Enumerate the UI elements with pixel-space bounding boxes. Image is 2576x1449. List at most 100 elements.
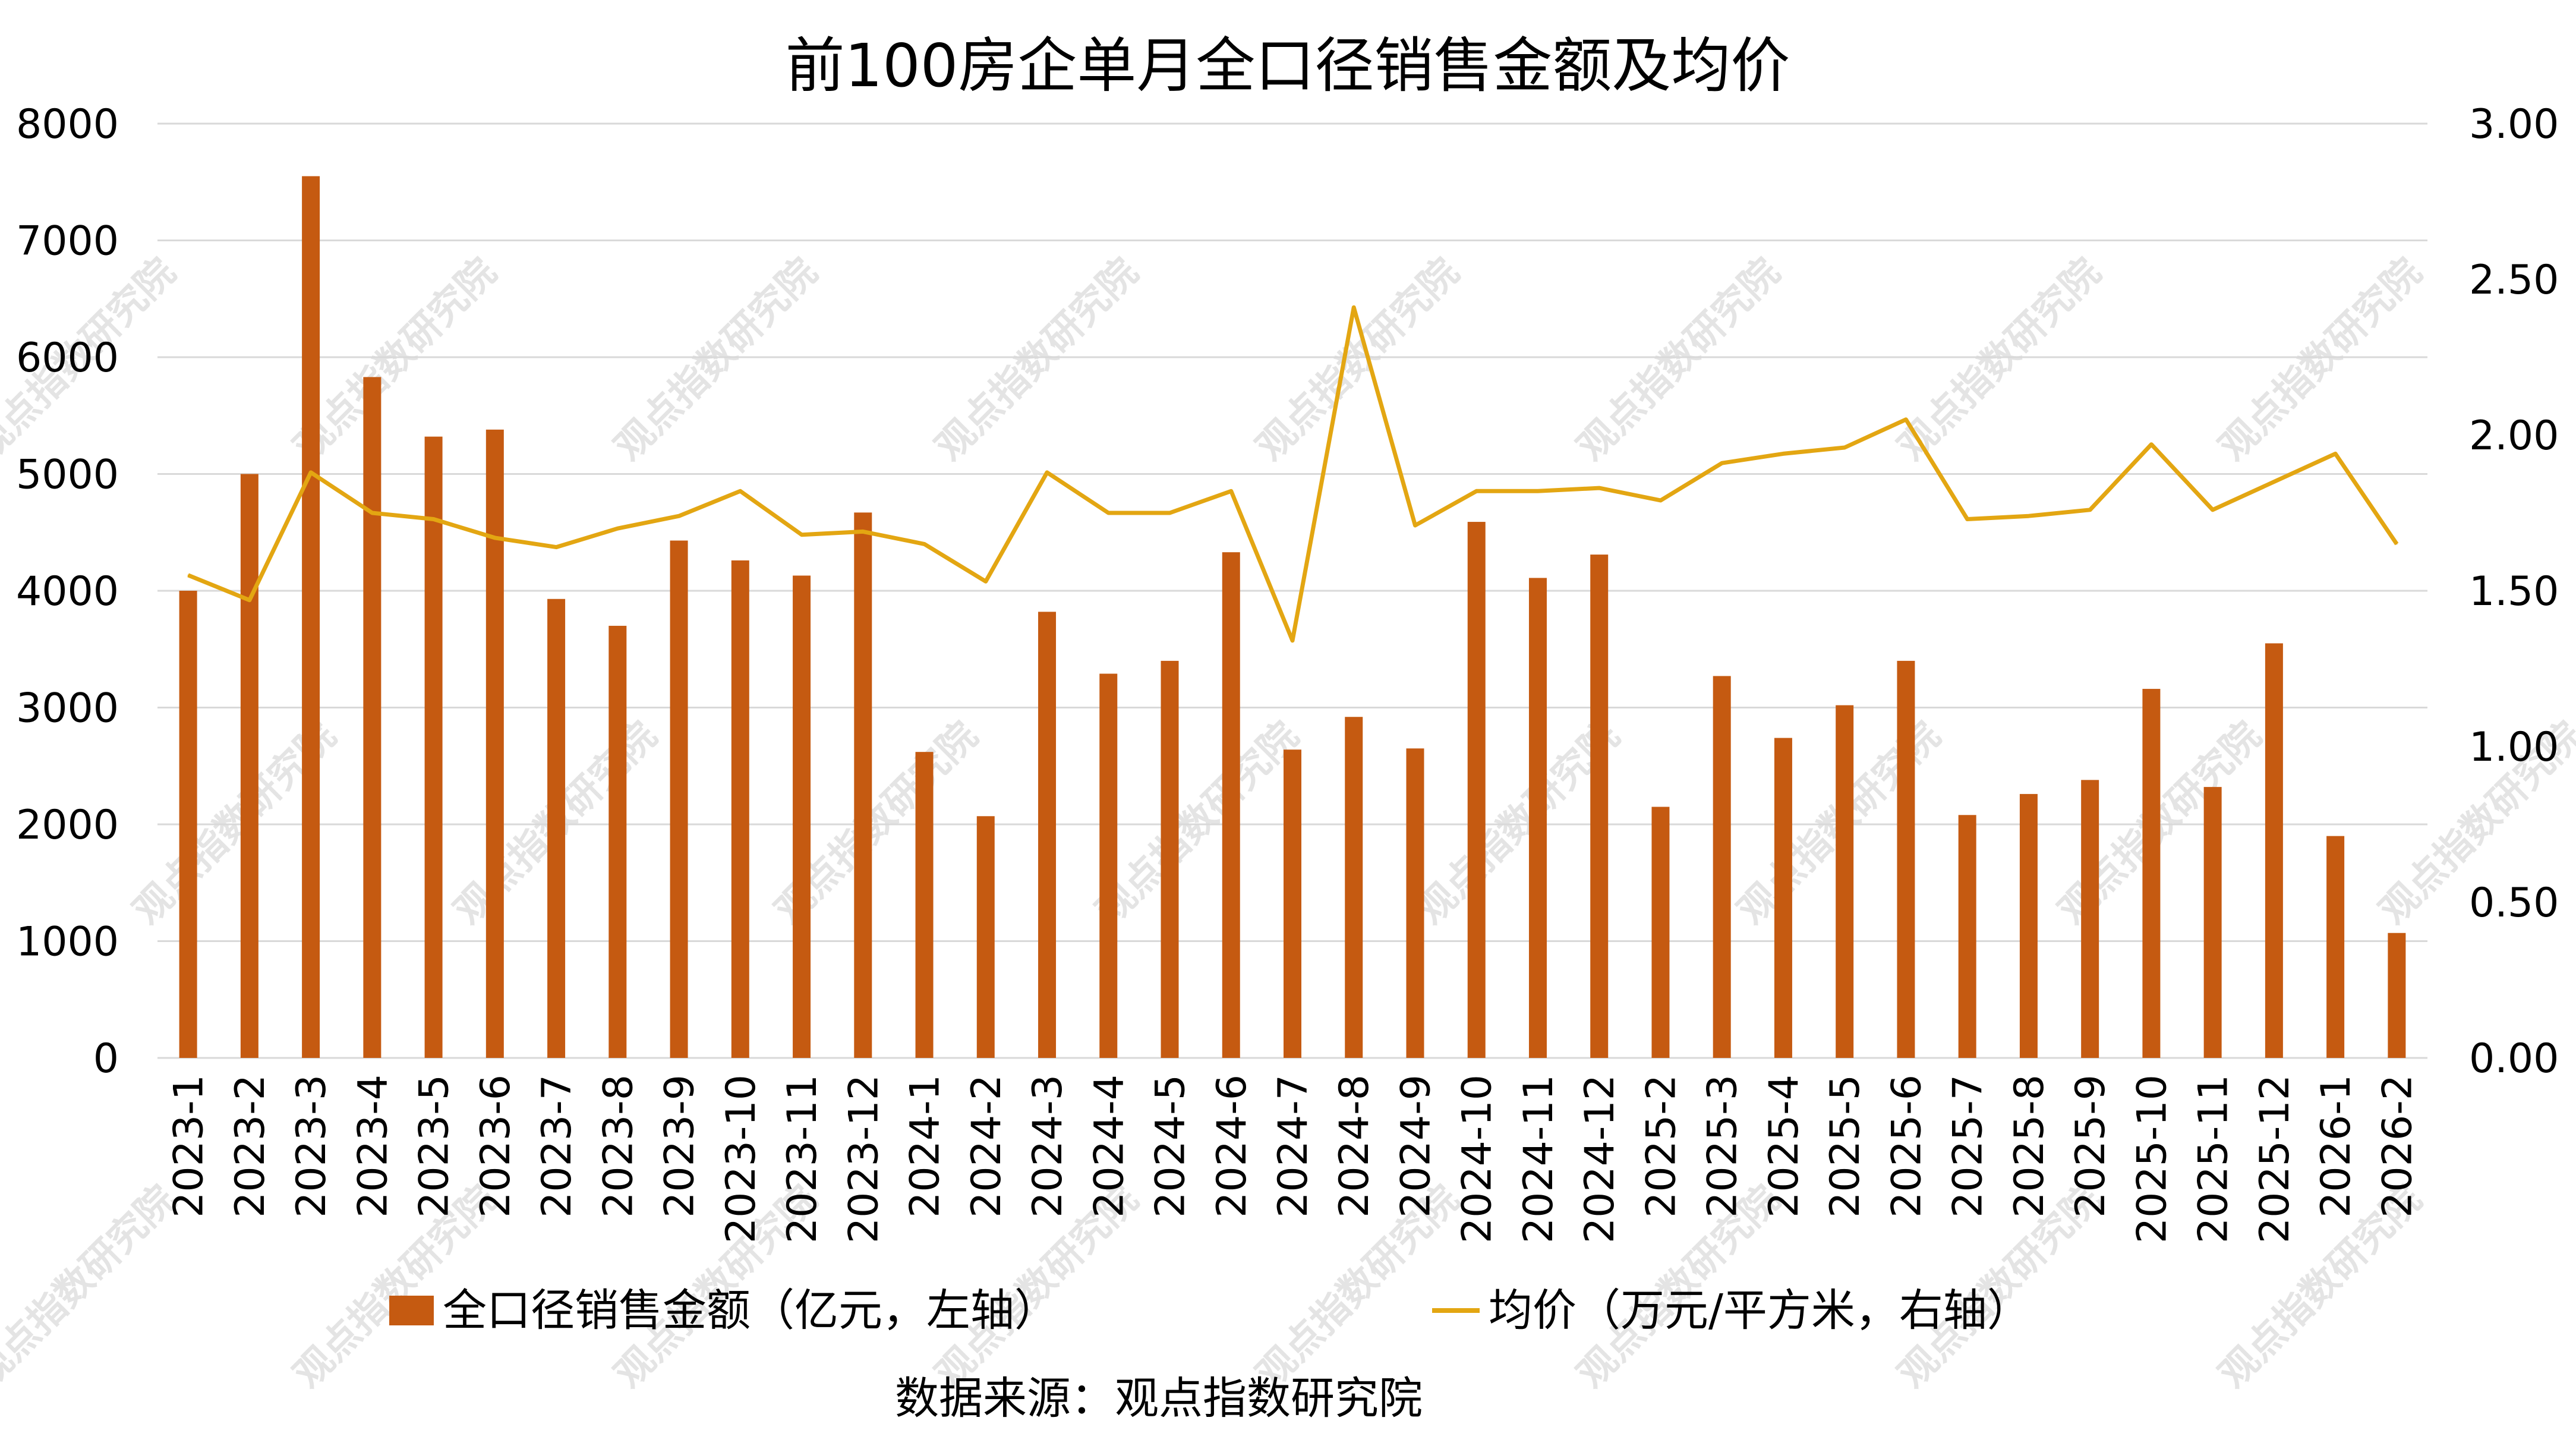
x-tick-label: 2025-12 (2252, 1075, 2298, 1243)
bar (1467, 522, 1486, 1058)
x-tick-label: 2023-9 (657, 1075, 704, 1218)
line-point (1292, 640, 1293, 641)
x-tick-label: 2023-11 (779, 1075, 826, 1243)
line-point (2028, 515, 2029, 517)
line-point (494, 537, 496, 538)
line-point (2396, 543, 2398, 545)
bar (1038, 612, 1057, 1058)
bar (1406, 748, 1424, 1058)
legend-line-label: 均价（万元/平方米，右轴） (1489, 1285, 2031, 1336)
x-tick-label: 2024-1 (902, 1075, 949, 1218)
bar (547, 598, 566, 1058)
watermark-text: 观点指数研究院 (1890, 250, 2110, 470)
bar (485, 429, 504, 1058)
left-tick-label: 5000 (16, 452, 119, 499)
x-tick-label: 2023-6 (472, 1075, 519, 1218)
right-axis-ticks: 0.00 0.50 1.00 1.50 2.00 2.50 3.00 (2469, 101, 2559, 1082)
x-tick-label: 2023-7 (534, 1075, 581, 1218)
line-point (985, 581, 986, 582)
line-point (1721, 462, 1723, 464)
chart-title: 前100房企单月全口径销售金额及均价 (786, 31, 1790, 100)
bar (424, 436, 443, 1058)
x-tick-label: 2025-5 (1822, 1075, 1869, 1218)
bar (1590, 555, 1609, 1058)
line-point (1046, 471, 1048, 473)
x-tick-label: 2024-5 (1147, 1075, 1194, 1218)
x-tick-label: 2024-7 (1270, 1075, 1317, 1218)
bar (1958, 815, 1976, 1058)
line-point (1537, 490, 1538, 492)
bar (1713, 676, 1731, 1058)
left-axis-ticks: 0 1000 2000 3000 4000 5000 6000 7000 8000 (16, 101, 119, 1082)
right-tick-label: 2.00 (2469, 412, 2559, 459)
x-tick-label: 2024-9 (1392, 1075, 1439, 1218)
line-point (1353, 307, 1355, 308)
watermark-text: 观点指数研究院 (1569, 250, 1789, 470)
right-tick-label: 0.00 (2469, 1035, 2559, 1082)
left-tick-label: 6000 (16, 335, 119, 382)
legend: 全口径销售金额（亿元，左轴） 均价（万元/平方米，右轴） (389, 1285, 2031, 1336)
bar (302, 176, 320, 1058)
x-tick-label: 2023-1 (166, 1075, 213, 1218)
line-point (1414, 524, 1416, 526)
line-point (617, 528, 619, 530)
bar (2265, 643, 2283, 1058)
bar (2326, 836, 2345, 1058)
bar (1099, 673, 1118, 1058)
left-tick-label: 7000 (16, 218, 119, 265)
legend-bar-swatch (389, 1296, 434, 1325)
bar (1345, 717, 1363, 1058)
x-tick-label: 2025-6 (1883, 1075, 1930, 1218)
x-tick-label: 2025-4 (1761, 1075, 1808, 1218)
line-point (1782, 453, 1784, 455)
bar (1897, 660, 1915, 1058)
watermark-text: 观点指数研究院 (2211, 250, 2430, 470)
bar (915, 752, 934, 1058)
line-point (248, 599, 250, 601)
bar (2019, 793, 2038, 1058)
line-point (187, 574, 189, 576)
x-tick-label: 2025-2 (1638, 1075, 1685, 1218)
x-tick-label: 2024-3 (1024, 1075, 1071, 1218)
bar (240, 474, 258, 1058)
x-tick-label: 2023-3 (288, 1075, 335, 1218)
x-tick-label: 2023-8 (595, 1075, 642, 1218)
bar (1651, 807, 1670, 1058)
line-point (862, 531, 864, 533)
x-tick-label: 2024-2 (963, 1075, 1010, 1218)
bar-series (179, 176, 2406, 1058)
x-tick-label: 2025-11 (2190, 1075, 2237, 1243)
x-tick-label: 2024-4 (1086, 1075, 1133, 1218)
x-tick-label: 2025-8 (2006, 1075, 2053, 1218)
bar (2081, 780, 2099, 1058)
x-tick-label: 2025-7 (1945, 1075, 1992, 1218)
right-tick-label: 3.00 (2469, 101, 2559, 148)
bar (976, 816, 995, 1058)
line-point (923, 543, 925, 545)
bar (1222, 552, 1240, 1058)
line-point (2212, 509, 2214, 511)
x-tick-label: 2023-2 (227, 1075, 274, 1218)
x-tick-label: 2024-6 (1209, 1075, 1256, 1218)
right-tick-label: 1.50 (2469, 568, 2559, 615)
bar (608, 625, 627, 1058)
bar (854, 512, 872, 1058)
bar (670, 540, 688, 1058)
line-point (2335, 453, 2337, 455)
x-tick-label: 2023-4 (349, 1075, 396, 1218)
left-tick-label: 4000 (16, 568, 119, 615)
line-point (1905, 418, 1907, 420)
x-axis-ticks: 2023-1 2023-2 2023-3 2023-4 2023-5 2023-6 2023… (166, 1075, 2421, 1243)
bar (2388, 933, 2406, 1058)
watermark-text: 观点指数研究院 (1088, 714, 1307, 933)
left-tick-label: 8000 (16, 101, 119, 148)
bar (1836, 705, 1854, 1058)
x-tick-label: 2026-2 (2374, 1075, 2421, 1218)
line-point (1966, 518, 1968, 520)
line-point (1598, 487, 1600, 489)
bar (363, 377, 381, 1058)
x-tick-label: 2026-1 (2313, 1075, 2360, 1218)
watermark-text: 观点指数研究院 (0, 1177, 184, 1397)
line-point (678, 515, 680, 517)
